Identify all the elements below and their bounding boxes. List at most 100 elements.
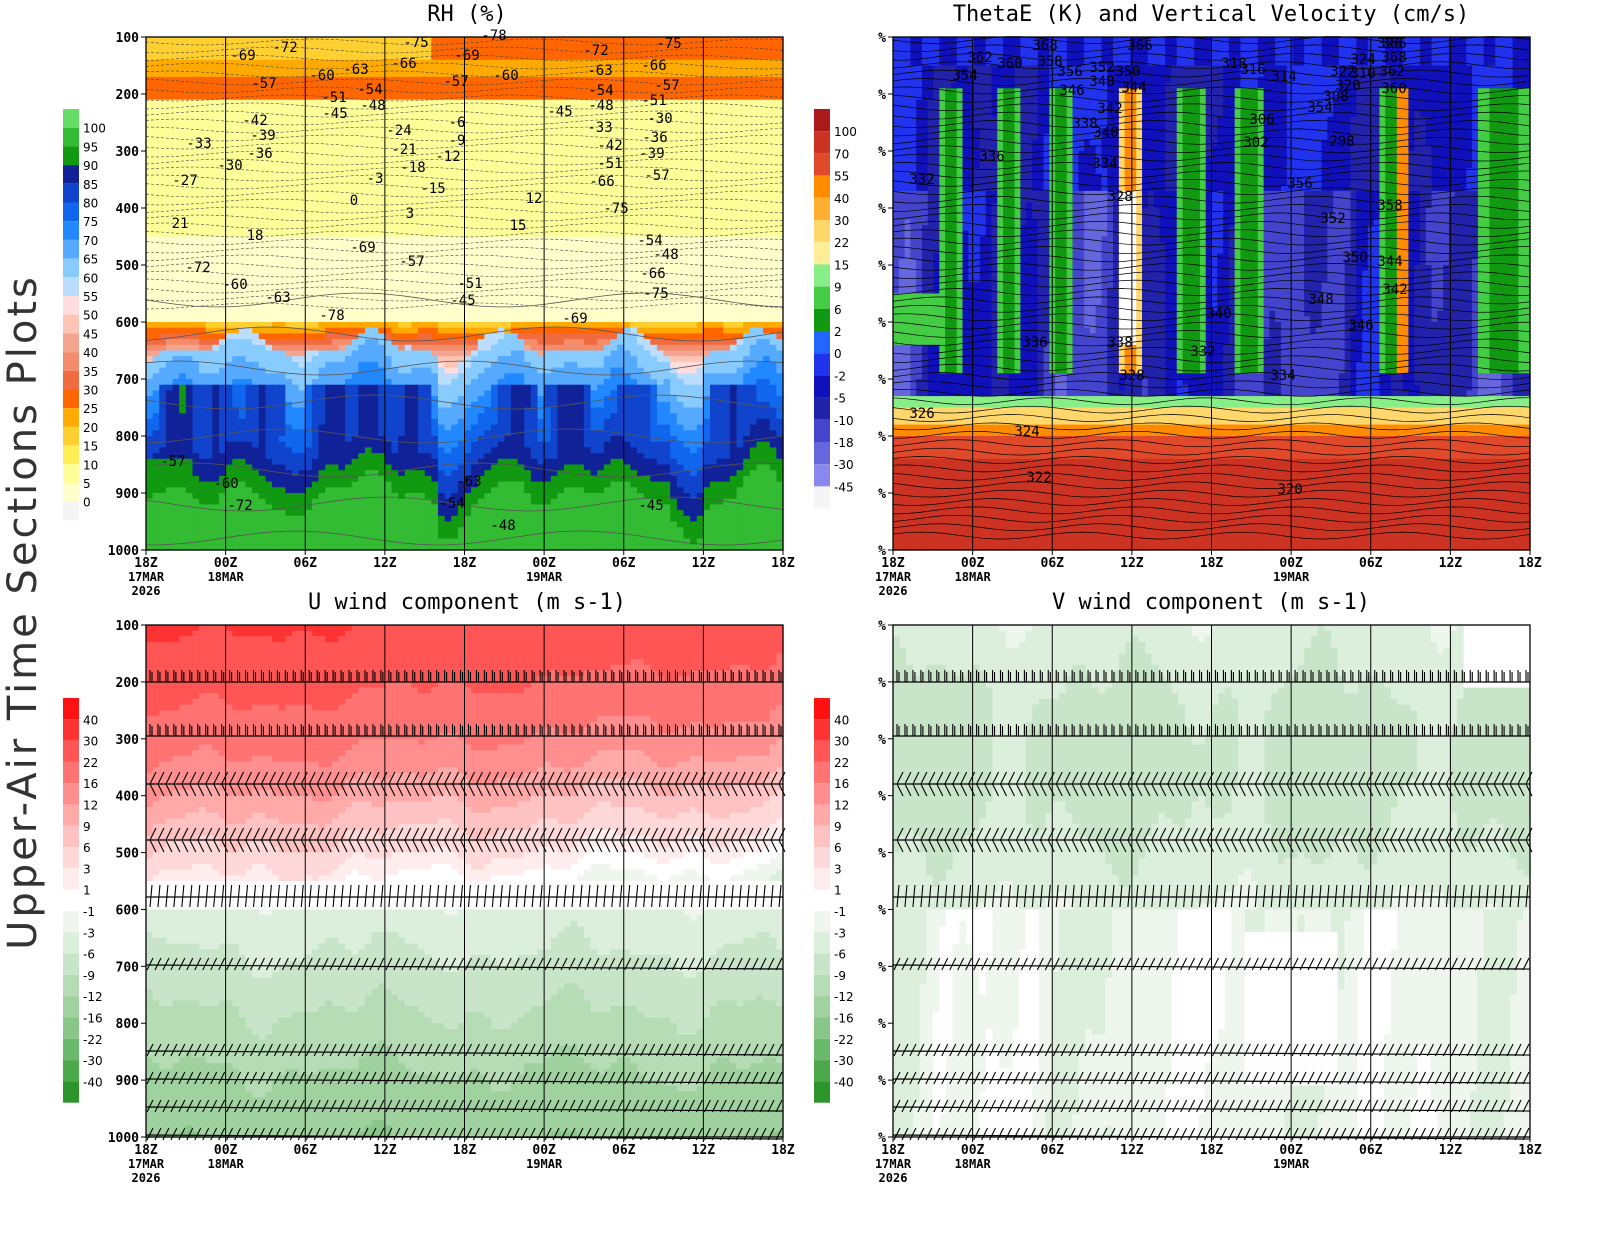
rh-cell [444, 71, 452, 78]
rh-cell [776, 259, 784, 266]
rh-cell [398, 310, 406, 317]
rh-cell [265, 173, 273, 181]
rh-cell [424, 287, 432, 295]
rh-cell [776, 128, 784, 135]
rh-cell [384, 299, 393, 306]
rh-cell [404, 236, 413, 243]
rh-cell [464, 219, 472, 226]
rh-cell [510, 236, 519, 243]
rh-cell [517, 88, 525, 95]
rh-cell [457, 173, 466, 181]
rh-cell [610, 168, 618, 175]
rh-cell [212, 270, 220, 277]
rh-cell [285, 242, 293, 249]
rh-cell [199, 133, 207, 141]
rh-cell [291, 48, 300, 55]
rh-cell [583, 82, 592, 89]
rh-cell [278, 162, 286, 169]
rh-cell [146, 213, 154, 220]
rh-cell [431, 82, 439, 89]
rh-cell [703, 128, 711, 135]
rh-cell [152, 213, 160, 220]
rh-cell [729, 151, 738, 158]
rh-cell [716, 168, 724, 175]
rh-cell [743, 88, 751, 95]
rh-cell [663, 310, 671, 317]
rh-cell [776, 310, 784, 317]
rh-cell [723, 145, 731, 152]
rh-cell [524, 76, 532, 84]
rh-cell [278, 71, 286, 78]
rh-cell [418, 139, 426, 146]
rh-cell [769, 179, 777, 186]
rh-cell [471, 242, 479, 249]
rh-cell [238, 151, 247, 158]
rh-cell [272, 259, 280, 266]
rh-cell [185, 299, 194, 306]
rh-cell [570, 151, 578, 158]
rh-cell [776, 145, 784, 152]
rh-cell [291, 59, 300, 67]
rh-cell [192, 236, 200, 243]
rh-cell [179, 139, 187, 146]
rh-cell [179, 219, 187, 226]
rh-cell [524, 219, 532, 226]
rh-cell [643, 259, 651, 266]
rh-cell [172, 316, 180, 323]
rh-cell [544, 116, 552, 124]
rh-cell [504, 105, 512, 112]
rh-cell [477, 71, 486, 78]
rh-cell [471, 59, 479, 67]
rh-cell [550, 219, 558, 226]
rh-cell [763, 304, 771, 312]
rh-cell [424, 247, 432, 255]
rh-cell [729, 111, 738, 118]
rh-cell [199, 196, 207, 203]
rh-cell [451, 276, 459, 283]
rh-cell [776, 208, 784, 215]
rh-cell [146, 59, 154, 67]
rh-cell [504, 213, 512, 220]
rh-cell [776, 122, 784, 129]
rh-cell [749, 71, 758, 78]
rh-cell [358, 37, 366, 44]
rh-cell [703, 111, 711, 118]
rh-cell [630, 316, 638, 323]
rh-cell [179, 236, 187, 243]
rh-cell [769, 76, 777, 84]
rh-cell [583, 202, 592, 209]
rh-cell [225, 82, 233, 89]
rh-cell [484, 54, 492, 61]
rh-cell [756, 94, 764, 101]
rh-cell [291, 42, 300, 49]
rh-cell [471, 99, 479, 106]
rh-cell [305, 37, 313, 44]
rh-cell [391, 116, 399, 124]
rh-cell [212, 42, 220, 49]
rh-cell [670, 327, 678, 334]
rh-cell [670, 128, 678, 135]
rh-cell [530, 151, 539, 158]
rh-cell [504, 299, 512, 306]
rh-cell [192, 42, 200, 49]
rh-cell [477, 162, 486, 169]
rh-cell [710, 270, 718, 277]
rh-cell [364, 139, 373, 146]
rh-cell [291, 316, 300, 323]
rh-cell [530, 270, 539, 277]
rh-cell [729, 225, 738, 232]
rh-cell [776, 59, 784, 67]
rh-cell [391, 202, 399, 209]
rh-cell [769, 185, 777, 192]
rh-cell [192, 196, 200, 203]
rh-cell [617, 282, 625, 289]
rh-cell [358, 76, 366, 84]
rh-cell [597, 236, 605, 243]
rh-cell [318, 259, 326, 266]
rh-cell [623, 59, 631, 67]
rh-cell [564, 48, 572, 55]
rh-cell [690, 270, 698, 277]
rh-cell [418, 293, 426, 300]
rh-cell [537, 202, 545, 209]
rh-cell [656, 54, 665, 61]
